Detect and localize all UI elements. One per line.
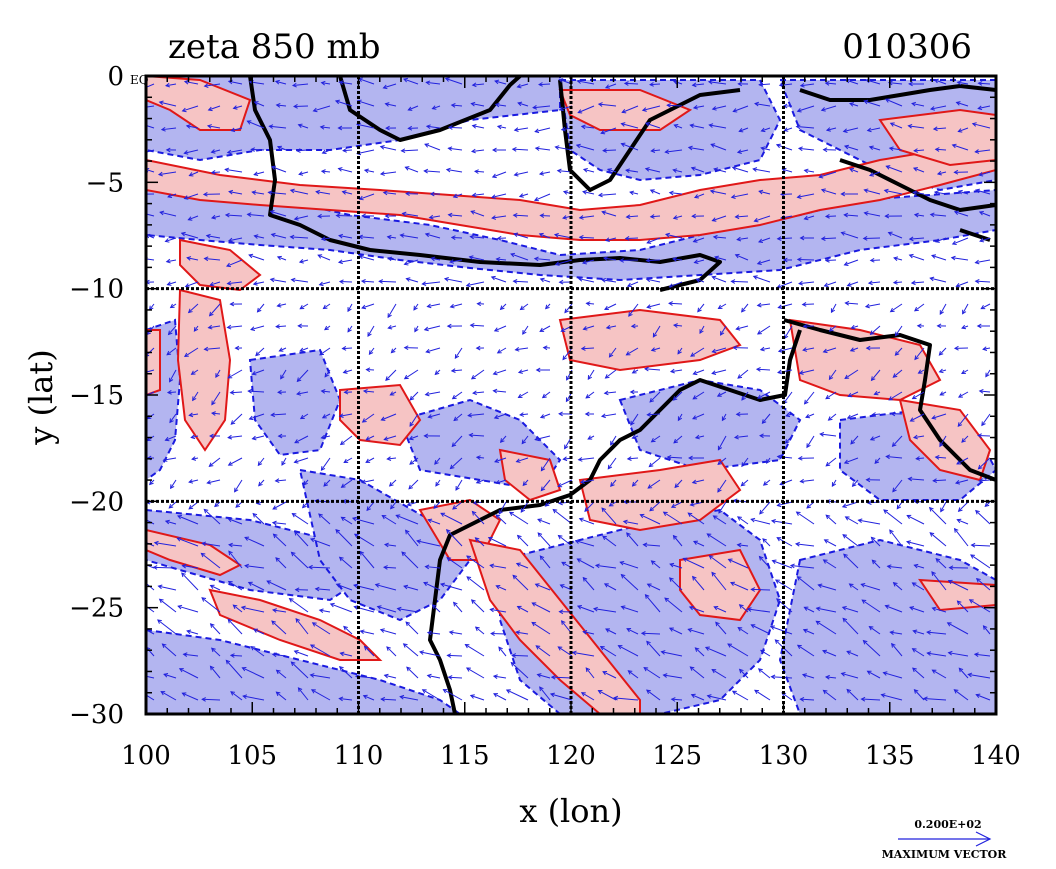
wind-vector-head xyxy=(140,371,144,375)
x-tick-label: 110 xyxy=(334,741,384,771)
wind-vector xyxy=(646,260,660,261)
wind-vector-head xyxy=(139,561,143,565)
wind-vector xyxy=(751,589,770,590)
wind-vector xyxy=(669,303,682,304)
wind-vector-head xyxy=(141,540,145,543)
vector-legend: 0.200E+02 MAXIMUM VECTOR xyxy=(882,818,1008,861)
y-tick-label: −25 xyxy=(69,594,124,624)
wind-vector xyxy=(625,83,638,84)
x-tick-label: 115 xyxy=(440,741,490,771)
wind-vector-head xyxy=(138,690,142,693)
wind-vector xyxy=(512,655,528,656)
wind-vector-head xyxy=(134,673,138,677)
wind-vector-head xyxy=(133,623,137,626)
date-label: 010306 xyxy=(842,27,972,67)
y-tick-label: −20 xyxy=(69,487,124,517)
x-axis-label: x (lon) xyxy=(519,792,622,830)
x-tick-label: 105 xyxy=(227,741,277,771)
y-top-suffix: EQ xyxy=(130,73,149,87)
y-tick-label: 0 xyxy=(107,62,124,92)
y-tick-label: −30 xyxy=(69,700,124,730)
x-tick-label: 100 xyxy=(121,741,171,771)
y-tick-labels: 0 −5 −10 −15 −20 −25 −30 xyxy=(69,62,124,730)
wind-vector xyxy=(251,149,264,150)
wind-vector-head xyxy=(141,123,145,127)
x-tick-label: 135 xyxy=(865,741,915,771)
wind-vector xyxy=(731,281,748,282)
wind-vector xyxy=(626,238,638,239)
vector-legend-value: 0.200E+02 xyxy=(914,818,981,831)
wind-vector xyxy=(491,633,506,634)
wind-vector-head xyxy=(139,577,143,581)
x-tick-label: 125 xyxy=(652,741,702,771)
y-axis-label: y (lat) xyxy=(22,349,60,445)
x-tick-label: 140 xyxy=(971,741,1021,771)
wind-vector xyxy=(154,567,176,568)
x-tick-label: 130 xyxy=(759,741,809,771)
wind-vector xyxy=(449,127,462,128)
chart-title: zeta 850 mb xyxy=(168,27,380,67)
x-tick-labels: 100 105 110 115 120 125 130 135 140 xyxy=(121,741,1021,771)
y-tick-label: −5 xyxy=(86,168,124,198)
wind-vector-head xyxy=(138,88,142,92)
vector-legend-label: MAXIMUM VECTOR xyxy=(882,848,1008,861)
wind-vector xyxy=(603,150,616,151)
wind-vector xyxy=(642,633,660,634)
wind-vector xyxy=(798,259,814,260)
y-tick-label: −10 xyxy=(69,275,124,305)
wind-vector-head xyxy=(139,516,143,519)
x-tick-label: 120 xyxy=(546,741,596,771)
y-tick-label: −15 xyxy=(69,381,124,411)
wind-vector xyxy=(447,655,462,656)
wind-vector-head xyxy=(141,603,145,607)
wind-vector xyxy=(620,260,638,261)
wind-vector xyxy=(202,699,220,700)
wind-vector xyxy=(379,281,396,282)
wind-vector-head xyxy=(137,152,141,156)
